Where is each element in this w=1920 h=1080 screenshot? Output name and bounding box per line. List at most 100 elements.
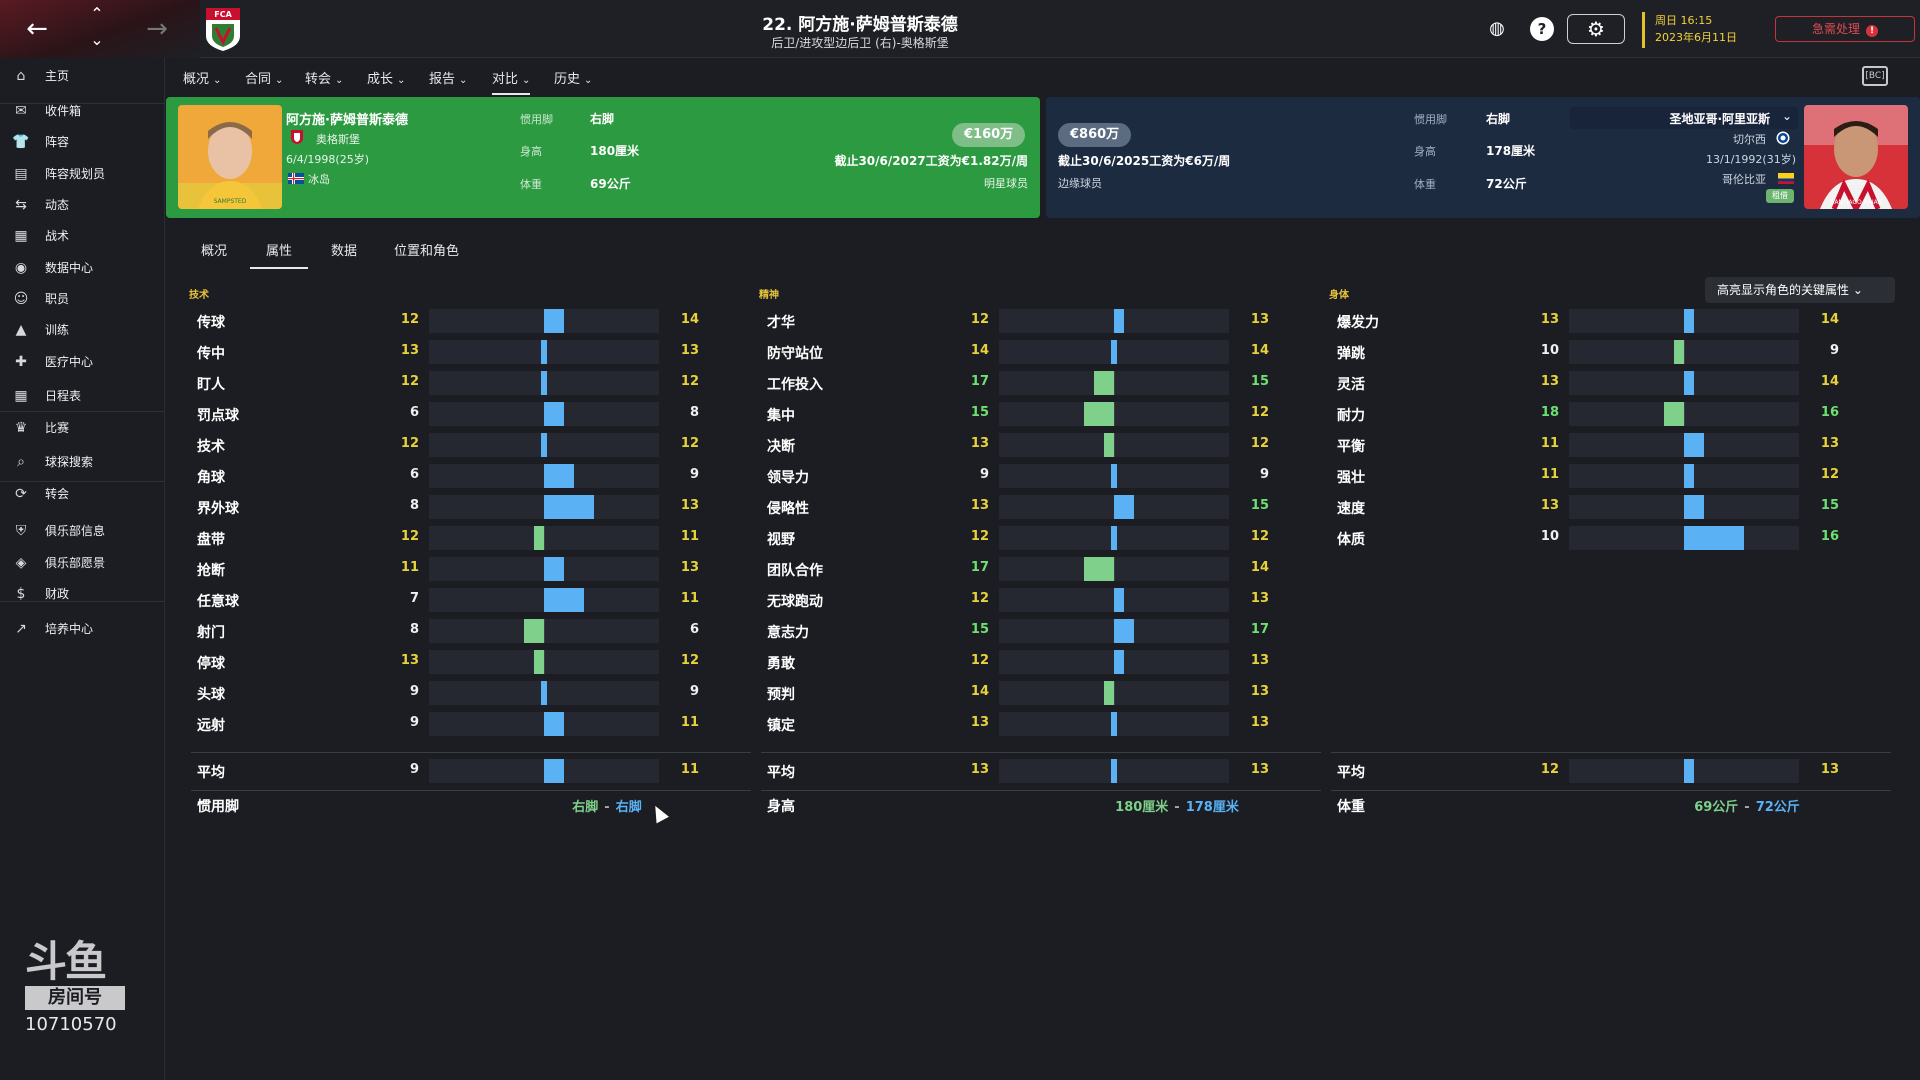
attribute-name[interactable]: 镇定 (767, 718, 795, 734)
attribute-name[interactable]: 领导力 (767, 470, 809, 486)
foot-right: 右脚 (1486, 112, 1511, 126)
average-bar (999, 759, 1229, 783)
tab-2[interactable]: 数据 (331, 244, 358, 259)
attribute-row: 传中 13 13 (197, 337, 757, 368)
urgent-action-button[interactable]: 急需处理! (1775, 16, 1915, 42)
attribute-name[interactable]: 界外球 (197, 501, 239, 517)
attribute-name[interactable]: 侵略性 (767, 501, 809, 517)
attribute-name[interactable]: 灵活 (1337, 377, 1365, 393)
sidebar-item-9[interactable]: ✚ 医疗中心 (0, 346, 165, 378)
compare-player-select[interactable]: 圣地亚哥·阿里亚斯 ⌄ (1570, 107, 1798, 129)
next-player-icon[interactable]: ⌄ (90, 30, 104, 49)
attribute-name[interactable]: 技术 (197, 439, 225, 455)
attribute-name[interactable]: 速度 (1337, 501, 1365, 517)
attribute-value-left: 10 (1540, 529, 1559, 544)
settings-button[interactable]: ⚙ (1567, 14, 1625, 44)
attribute-value-right: 13 (1250, 591, 1269, 606)
attribute-name[interactable]: 平衡 (1337, 439, 1365, 455)
attribute-name[interactable]: 意志力 (767, 625, 809, 641)
attribute-name[interactable]: 传中 (197, 346, 225, 362)
sidebar-item-7[interactable]: ☺ 职员 (0, 283, 165, 315)
sidebar-item-12[interactable]: ⌕ 球探搜索 (0, 446, 165, 478)
average-right: 13 (1820, 762, 1839, 777)
sidebar-item-15[interactable]: ◈ 俱乐部愿景 (0, 547, 165, 579)
club-name-right[interactable]: 切尔西 (1733, 133, 1766, 146)
attribute-name[interactable]: 体质 (1337, 532, 1365, 548)
sidebar-item-5[interactable]: ▦ 战术 (0, 220, 165, 252)
attribute-name[interactable]: 头球 (197, 687, 225, 703)
bar-midline (544, 650, 545, 674)
footer-separator: - (1744, 800, 1750, 815)
attribute-name[interactable]: 无球跑动 (767, 594, 823, 610)
menu-5[interactable]: 对比 ⌄ (492, 68, 531, 95)
menu-0[interactable]: 概况 ⌄ (183, 68, 221, 87)
sidebar-item-8[interactable]: ▲ 训练 (0, 314, 165, 346)
weight-right: 72公斤 (1486, 177, 1527, 191)
attribute-name[interactable]: 防守站位 (767, 346, 823, 362)
help-icon[interactable]: ? (1530, 17, 1554, 41)
attribute-name[interactable]: 弹跳 (1337, 346, 1365, 362)
sidebar-item-label: 转会 (45, 487, 70, 501)
attribute-name[interactable]: 任意球 (197, 594, 239, 610)
menu-6[interactable]: 历史 ⌄ (554, 68, 592, 87)
sidebar-item-14[interactable]: ⛨ 俱乐部信息 (0, 515, 165, 547)
sidebar-item-3[interactable]: ▤ 阵容规划员 (0, 158, 165, 190)
club-name-left[interactable]: 奥格斯堡 (316, 133, 360, 146)
attribute-name[interactable]: 停球 (197, 656, 225, 672)
menu-3[interactable]: 成长 ⌄ (367, 68, 405, 87)
attribute-name[interactable]: 视野 (767, 532, 795, 548)
sidebar-item-1[interactable]: ✉ 收件箱 (0, 95, 165, 127)
attribute-value-right: 13 (680, 498, 699, 513)
attribute-value-right: 12 (1250, 529, 1269, 544)
sidebar-item-13[interactable]: ⟳ 转会 (0, 478, 165, 510)
menu-1[interactable]: 合同 ⌄ (245, 68, 283, 87)
sidebar-item-2[interactable]: 👕 阵容 (0, 126, 165, 158)
tab-0[interactable]: 概况 (201, 244, 228, 259)
comparison-bar (1569, 495, 1799, 519)
comparison-bar (1569, 526, 1799, 550)
bar-equal (541, 433, 547, 457)
attribute-name[interactable]: 决断 (767, 439, 795, 455)
tab-1[interactable]: 属性 (250, 240, 309, 269)
player-name-left[interactable]: 阿方施·萨姆普斯泰德 (286, 113, 408, 128)
attribute-name[interactable]: 耐力 (1337, 408, 1365, 424)
sidebar-item-4[interactable]: ⇆ 动态 (0, 189, 165, 221)
attribute-name[interactable]: 传球 (197, 315, 225, 331)
attribute-name[interactable]: 爆发力 (1337, 315, 1379, 331)
footer-label: 惯用脚 (197, 799, 239, 815)
tab-3[interactable]: 位置和角色 (394, 244, 460, 259)
bar-right-advantage (1684, 526, 1744, 550)
menu-4[interactable]: 报告 ⌄ (429, 68, 467, 87)
attribute-name[interactable]: 远射 (197, 718, 225, 734)
attribute-name[interactable]: 盯人 (197, 377, 225, 393)
menu-2[interactable]: 转会 ⌄ (305, 68, 343, 87)
attribute-name[interactable]: 抢断 (197, 563, 225, 579)
attribute-name[interactable]: 预判 (767, 687, 795, 703)
attribute-name[interactable]: 勇敢 (767, 656, 795, 672)
bar-midline (1114, 557, 1115, 581)
attribute-name[interactable]: 工作投入 (767, 377, 823, 393)
sidebar-item-10[interactable]: ▦ 日程表 (0, 380, 165, 412)
forward-arrow-icon[interactable]: → (146, 14, 168, 44)
attribute-name[interactable]: 罚点球 (197, 408, 239, 424)
date-display[interactable]: 周日 16:15 2023年6月11日 (1642, 12, 1752, 48)
attribute-name[interactable]: 集中 (767, 408, 795, 424)
footer-values: 180厘米 -178厘米 (1047, 796, 1307, 815)
attribute-name[interactable]: 射门 (197, 625, 225, 641)
attribute-name[interactable]: 盘带 (197, 532, 225, 548)
highlight-attributes-dropdown[interactable]: 高亮显示角色的关键属性 ⌄ (1705, 277, 1895, 303)
world-icon[interactable]: ◍ (1489, 18, 1505, 39)
attribute-name[interactable]: 才华 (767, 315, 795, 331)
sidebar-item-17[interactable]: ↗ 培养中心 (0, 613, 165, 645)
comparison-bar (1569, 340, 1799, 364)
back-arrow-icon[interactable]: ← (26, 14, 48, 44)
attribute-name[interactable]: 角球 (197, 470, 225, 486)
sidebar-item-0[interactable]: ⌂ 主页 (0, 60, 165, 92)
attribute-name[interactable]: 团队合作 (767, 563, 823, 579)
attribute-name[interactable]: 强壮 (1337, 470, 1365, 486)
sidebar-item-11[interactable]: ♛ 比赛 (0, 412, 165, 444)
sidebar-item-6[interactable]: ◉ 数据中心 (0, 252, 165, 284)
compare-view-icon[interactable]: [BC] (1862, 66, 1888, 86)
previous-player-icon[interactable]: ⌃ (90, 4, 104, 23)
sidebar-item-16[interactable]: $ 财政 (0, 578, 165, 610)
